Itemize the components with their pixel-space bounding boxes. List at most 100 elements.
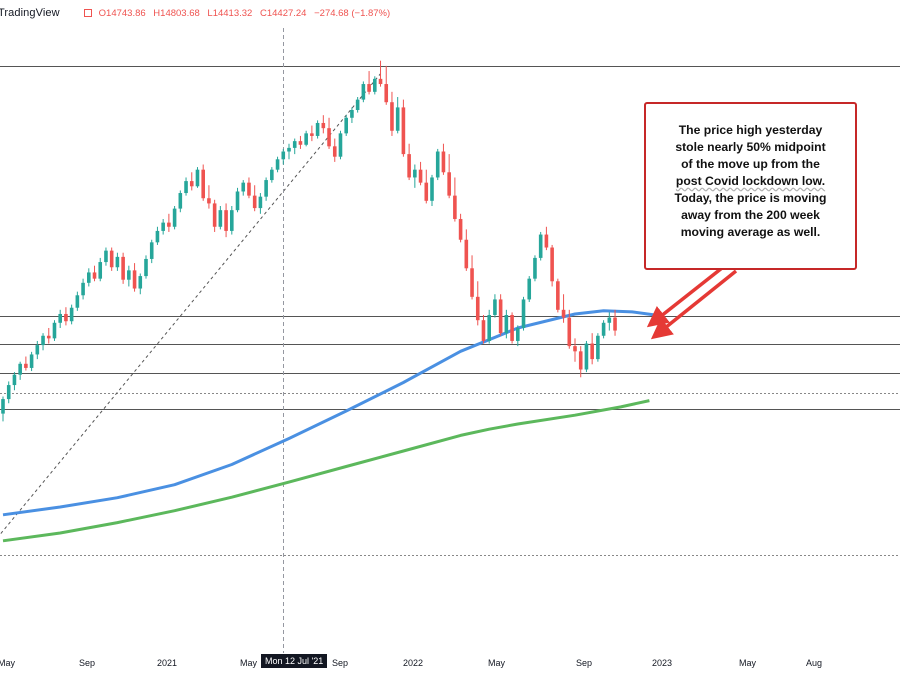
candle xyxy=(538,231,543,261)
candle xyxy=(493,294,497,318)
horizontal-levels xyxy=(0,66,900,556)
candle xyxy=(361,81,366,103)
candle-body xyxy=(367,84,371,92)
x-tick: May xyxy=(240,658,258,668)
candle xyxy=(413,164,417,188)
candle-body xyxy=(149,242,154,259)
flag-icon[interactable] xyxy=(84,9,92,17)
candle-body xyxy=(413,169,417,178)
candle xyxy=(407,143,411,181)
candle xyxy=(327,117,331,149)
candle xyxy=(149,239,154,264)
candle xyxy=(224,203,228,238)
candle-body xyxy=(538,234,543,258)
candle-body xyxy=(435,151,440,178)
candle xyxy=(24,356,28,371)
candle-body xyxy=(447,172,451,196)
candle-body xyxy=(218,210,223,227)
candle-body xyxy=(344,117,348,134)
candle xyxy=(178,190,183,213)
candle-body xyxy=(281,151,286,160)
candle-body xyxy=(6,385,11,400)
annotation-line: post Covid lockdown low. xyxy=(675,174,826,188)
candle-body xyxy=(178,193,183,209)
candle xyxy=(567,309,572,349)
candle-body xyxy=(407,154,411,178)
candle-body xyxy=(58,313,62,323)
candle xyxy=(275,156,280,173)
candle xyxy=(46,327,51,344)
x-tick: May xyxy=(488,658,506,668)
candle xyxy=(287,143,291,160)
candle-body xyxy=(378,78,383,85)
candle-body xyxy=(401,107,406,155)
candle-body xyxy=(75,295,80,308)
candle-body xyxy=(241,182,246,192)
candle xyxy=(195,167,200,188)
candle-body xyxy=(527,278,532,300)
x-tick: Aug xyxy=(806,658,823,668)
candle-body xyxy=(109,250,114,268)
candle xyxy=(258,193,263,214)
candle xyxy=(504,309,509,339)
candle-body xyxy=(264,180,268,197)
candle xyxy=(475,281,480,326)
candle xyxy=(424,169,429,204)
candle xyxy=(430,174,434,207)
candle-body xyxy=(424,182,429,201)
candle xyxy=(304,130,308,147)
candle xyxy=(298,135,303,149)
moving-averages xyxy=(2,309,656,543)
candle xyxy=(544,226,549,251)
candle xyxy=(144,255,148,279)
brand-label: TradingView xyxy=(0,7,60,19)
candle-body xyxy=(81,282,85,296)
candle xyxy=(218,206,223,230)
candle-body xyxy=(195,169,200,187)
candle xyxy=(104,247,108,266)
annotation-line: away from the 200 week xyxy=(681,208,820,222)
candle-body xyxy=(321,122,326,129)
candle-body xyxy=(212,203,217,227)
candle-body xyxy=(64,313,68,322)
candle-body xyxy=(384,84,389,103)
candle xyxy=(98,257,103,282)
candle-body xyxy=(373,78,377,92)
candle-body xyxy=(418,169,423,183)
candle-body xyxy=(493,299,497,315)
candle-body xyxy=(327,128,331,147)
candle xyxy=(607,312,612,331)
x-tick: 2021 xyxy=(157,658,178,668)
candle xyxy=(241,180,246,196)
candle-body xyxy=(167,222,171,227)
candle-body xyxy=(247,182,251,196)
candle-body xyxy=(12,374,17,386)
candle-body xyxy=(104,250,108,263)
candle xyxy=(212,199,217,232)
candle xyxy=(87,268,91,287)
annotation-line: The price high yesterday xyxy=(678,123,823,137)
candle-body xyxy=(189,181,194,187)
x-axis: May Sep 2021 May Sep 2022 May Sep 2023 M… xyxy=(0,653,900,676)
candle-body xyxy=(270,169,274,181)
x-tick: Sep xyxy=(79,658,96,668)
candle-body xyxy=(458,218,463,240)
candle-body xyxy=(41,335,45,346)
candle xyxy=(550,244,554,287)
candle xyxy=(172,206,177,230)
candle-body xyxy=(338,133,343,157)
candle-body xyxy=(35,345,40,355)
candle-body xyxy=(601,322,606,336)
candle xyxy=(390,91,394,136)
candle-body xyxy=(224,210,228,231)
annotation-line: stole nearly 50% midpoint xyxy=(675,140,826,154)
candle-body xyxy=(315,122,320,136)
candle-body xyxy=(230,210,234,231)
candle xyxy=(109,247,114,271)
candle-body xyxy=(258,196,263,209)
candle xyxy=(578,346,583,378)
candle xyxy=(395,97,400,134)
candle-body xyxy=(504,315,509,334)
candle-body xyxy=(470,268,474,297)
